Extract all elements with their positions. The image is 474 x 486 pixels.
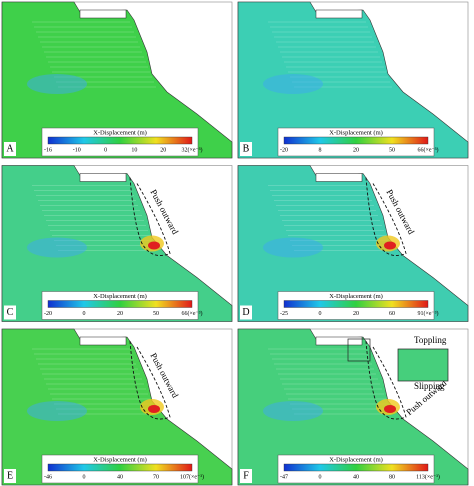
panel: X-Displacement (m)-25 0 20 60 91(×e⁻³)DPush … bbox=[237, 165, 469, 322]
label-box bbox=[4, 305, 16, 320]
colorbar-tick-label: 8 bbox=[319, 147, 322, 153]
label-box bbox=[240, 142, 252, 156]
colorbar-title: X-Displacement (m) bbox=[329, 456, 383, 463]
colorbar bbox=[47, 463, 193, 472]
colorbar-tick-label: -20 bbox=[44, 311, 52, 317]
panel: X-Displacement (m) -16 -10 0 10 20 32(×e⁻³) A bbox=[1, 1, 233, 159]
colorbar-title: X-Displacement (m) bbox=[93, 129, 147, 136]
zoom-inset bbox=[397, 348, 449, 382]
colorbar-tick-label: 113(×e⁻³) bbox=[416, 473, 440, 480]
panel-label: B bbox=[243, 143, 250, 154]
colorbar-tick-label: -10 bbox=[73, 147, 81, 153]
label-box bbox=[240, 305, 252, 320]
colorbar-title: X-Displacement (m) bbox=[329, 129, 383, 136]
hot-core bbox=[148, 241, 160, 250]
blue-zone bbox=[263, 237, 323, 258]
colorbar-title: X-Displacement (m) bbox=[329, 293, 383, 300]
colorbar-tick-label: -20 bbox=[280, 147, 288, 153]
colorbar-tick-label: 0 bbox=[319, 311, 322, 317]
panel-label: C bbox=[7, 307, 14, 318]
excavation bbox=[79, 9, 127, 19]
colorbar-tick-label: 0 bbox=[83, 474, 86, 480]
colorbar-tick-label: 20 bbox=[117, 311, 123, 317]
colorbar-tick-label: 80 bbox=[389, 474, 395, 480]
colorbar bbox=[283, 136, 429, 145]
colorbar-tick-label: 40 bbox=[117, 474, 123, 480]
colorbar-tick-label: 107(×e⁻³) bbox=[180, 473, 204, 480]
panel: X-Displacement (m) -20 8 20 50 66(×e⁻³) B bbox=[237, 1, 469, 159]
colorbar-tick-label: -47 bbox=[280, 474, 288, 480]
excavation bbox=[79, 173, 127, 182]
colorbar-tick-label: 32(×e⁻³) bbox=[181, 146, 202, 153]
colorbar-tick-label: -46 bbox=[44, 474, 52, 480]
colorbar bbox=[283, 300, 429, 308]
panel: X-Displacement (m)-20 0 20 50 66(×e⁻³)CPush … bbox=[1, 165, 233, 322]
panel-label: E bbox=[7, 470, 13, 481]
annotation: Toppling bbox=[414, 335, 447, 345]
panel-label: D bbox=[242, 307, 249, 318]
colorbar bbox=[47, 136, 193, 145]
label-box bbox=[4, 142, 16, 156]
zoom-source bbox=[347, 338, 371, 362]
colorbar-tick-label: 0 bbox=[104, 147, 107, 153]
colorbar-tick-label: -25 bbox=[280, 311, 288, 317]
failure-outline bbox=[365, 177, 407, 256]
excavation bbox=[315, 9, 363, 19]
colorbar-tick-label: 66(×e⁻³) bbox=[417, 146, 438, 153]
colorbar-tick-label: -16 bbox=[44, 147, 52, 153]
colorbar-title: X-Displacement (m) bbox=[93, 456, 147, 463]
blue-zone bbox=[263, 74, 323, 94]
colorbar-tick-label: 20 bbox=[160, 147, 166, 153]
colorbar-tick-label: 66(×e⁻³) bbox=[181, 310, 202, 317]
hot-core bbox=[148, 405, 160, 413]
panel-label: F bbox=[243, 470, 249, 481]
panel: X-Displacement (m)-46 0 40 70 107(×e⁻³)EPush… bbox=[1, 328, 233, 486]
colorbar bbox=[47, 300, 193, 308]
colorbar-tick-label: 70 bbox=[153, 474, 159, 480]
excavation bbox=[315, 336, 363, 346]
label-box bbox=[4, 469, 16, 483]
colorbar-tick-label: 0 bbox=[83, 311, 86, 317]
colorbar-title: X-Displacement (m) bbox=[93, 293, 147, 300]
colorbar-tick-label: 10 bbox=[131, 147, 137, 153]
colorbar-tick-label: 40 bbox=[353, 474, 359, 480]
colorbar-tick-label: 60 bbox=[389, 311, 395, 317]
excavation bbox=[79, 336, 127, 346]
failure-outline bbox=[129, 340, 171, 420]
colorbar bbox=[283, 463, 429, 472]
colorbar-tick-label: 50 bbox=[153, 311, 159, 317]
colorbar-tick-label: 50 bbox=[389, 147, 395, 153]
excavation bbox=[315, 173, 363, 182]
colorbar-tick-label: 0 bbox=[319, 474, 322, 480]
panel: X-Displacement (m)-47 0 40 80 113(×e⁻³)FPush… bbox=[237, 328, 469, 486]
colorbar-tick-label: 20 bbox=[353, 311, 359, 317]
hot-core bbox=[384, 405, 396, 413]
hot-core bbox=[384, 241, 396, 250]
panel-label: A bbox=[6, 143, 14, 154]
colorbar-tick-label: 91(×e⁻³) bbox=[417, 310, 438, 317]
label-box bbox=[240, 469, 252, 483]
blue-zone bbox=[27, 401, 87, 421]
failure-outline bbox=[365, 340, 407, 420]
annotation: Slipping bbox=[414, 381, 445, 391]
blue-zone bbox=[263, 401, 323, 421]
failure-outline bbox=[129, 177, 171, 256]
blue-zone bbox=[27, 74, 87, 94]
blue-zone bbox=[27, 237, 87, 258]
colorbar-tick-label: 20 bbox=[353, 147, 359, 153]
